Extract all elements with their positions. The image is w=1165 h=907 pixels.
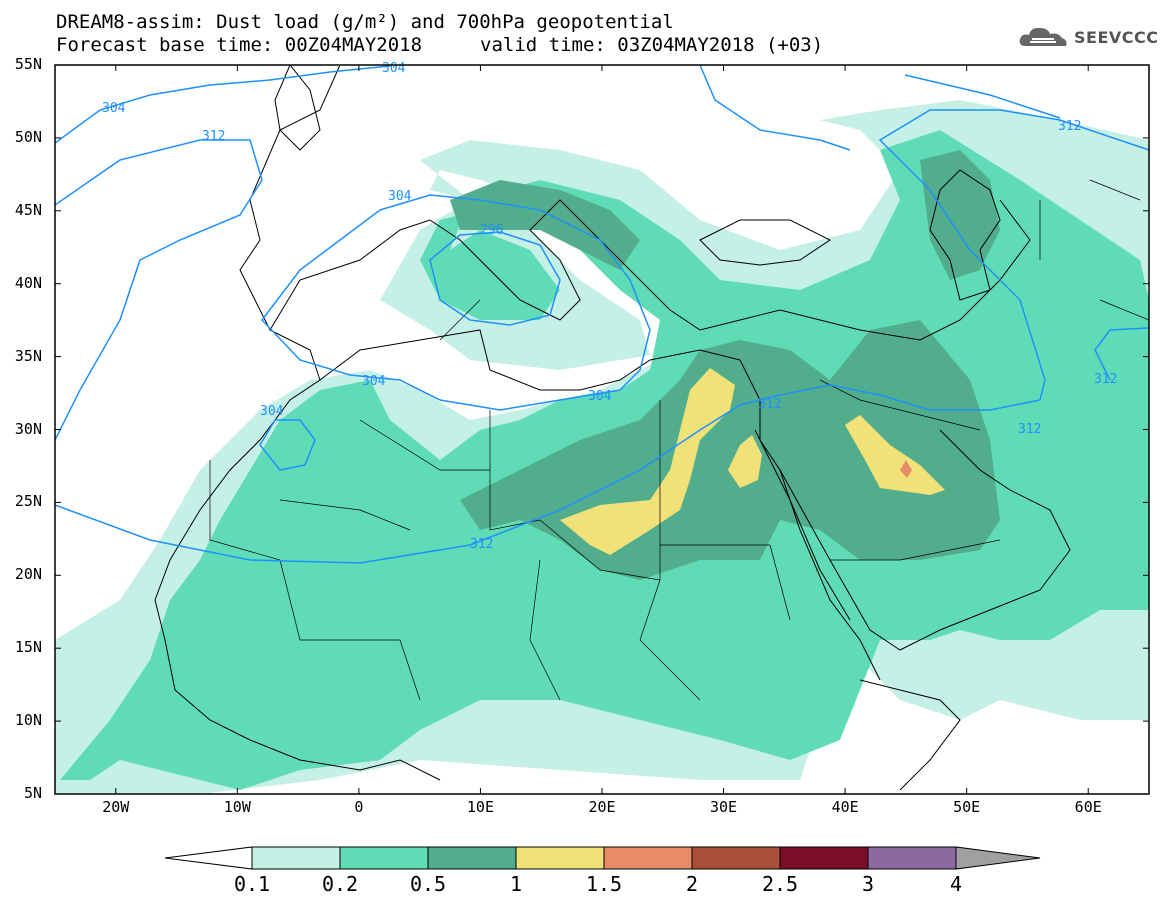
x-tick-label: 30E <box>710 798 738 816</box>
map-title: DREAM8-assim: Dust load (g/m²) and 700hP… <box>56 11 674 33</box>
colorbar-label: 0.1 <box>233 872 271 896</box>
contour-line <box>429 231 561 326</box>
contour-label: 304 <box>102 101 126 116</box>
contour-label: 312 <box>1058 119 1081 134</box>
contour-labels: 304 304 312 304 296 304 304 304 312 312 … <box>102 61 1117 552</box>
colorbar-label: 1.5 <box>585 872 623 896</box>
colorbar-swatch <box>691 846 781 870</box>
colorbar-swatch <box>603 846 693 870</box>
x-tick-label: 20W <box>102 798 130 816</box>
country-borders <box>209 179 1149 701</box>
colorbar-label: 1 <box>509 872 523 896</box>
coastline-horn-africa <box>859 679 961 791</box>
coastline-caspian <box>929 169 1001 301</box>
coastline-mediterranean-south <box>319 329 881 681</box>
y-tick-label: 15N <box>14 638 42 657</box>
colorbar-label: 0.2 <box>321 872 359 896</box>
colorbar-swatch <box>515 846 605 870</box>
colorbar-label: 0.5 <box>409 872 447 896</box>
coastline-west-africa <box>154 65 441 781</box>
contour-label: 312 <box>758 397 781 412</box>
contour-label: 304 <box>588 389 612 404</box>
colorbar-swatch <box>867 846 957 870</box>
colorbar-label: 3 <box>861 872 875 896</box>
border-lines <box>209 179 1149 701</box>
geopotential-contours <box>55 65 1149 564</box>
y-tick-label: 50N <box>14 127 42 146</box>
y-tick-label: 45N <box>14 200 42 219</box>
x-tick-label: 10E <box>466 798 494 816</box>
seevccc-logo: SEEVCCC <box>1018 24 1159 50</box>
contour-line <box>55 109 1149 564</box>
contour-label: 304 <box>382 61 406 76</box>
x-tick-label: 0 <box>354 798 364 816</box>
valid-time: valid time: 03Z04MAY2018 (+03) <box>480 34 824 56</box>
coastline-europe <box>269 199 1031 341</box>
contour-line <box>55 65 391 144</box>
contour-line <box>699 65 851 151</box>
colorbar-swatch <box>339 846 429 870</box>
colorbar-swatch <box>427 846 517 870</box>
axis-ticks <box>55 64 1149 795</box>
y-tick-label: 20N <box>14 565 42 584</box>
contour-line <box>259 419 316 471</box>
contour-label: 304 <box>388 189 412 204</box>
contour-label: 312 <box>202 129 225 144</box>
y-tick-label: 55N <box>14 55 42 73</box>
coastlines <box>154 65 1071 791</box>
contour-line <box>261 194 651 411</box>
y-tick-label: 10N <box>14 711 42 730</box>
dust-level-0.5 <box>920 150 1000 280</box>
dust-level-1 <box>728 435 762 488</box>
contour-label: 296 <box>480 223 503 238</box>
x-tick-label: 10W <box>223 798 251 816</box>
colorbar-label: 4 <box>949 872 963 896</box>
contour-label: 312 <box>470 537 493 552</box>
dust-level-1 <box>845 415 945 495</box>
contour-line <box>1094 327 1149 381</box>
colorbar-low-arrow <box>164 846 253 870</box>
y-tick-label: 30N <box>14 419 42 438</box>
x-tick-label: 40E <box>831 798 859 816</box>
colorbar-swatch <box>251 846 341 870</box>
contour-label: 312 <box>1094 372 1117 387</box>
coastline-uk <box>274 65 321 151</box>
x-tick-label: 50E <box>953 798 981 816</box>
dust-field <box>55 65 1149 794</box>
y-tick-label: 5N <box>23 784 42 802</box>
logo-text: SEEVCCC <box>1074 27 1159 47</box>
colorbar-label: 2.5 <box>761 872 799 896</box>
coastline-black-sea <box>699 219 831 266</box>
coastline-red-sea <box>754 429 851 621</box>
colorbar <box>164 846 1041 870</box>
y-tick-label: 25N <box>14 492 42 511</box>
y-tick-label: 40N <box>14 273 42 292</box>
dust-level-1 <box>560 368 735 555</box>
contour-line <box>55 139 263 441</box>
colorbar-high-arrow <box>955 846 1041 870</box>
contour-label: 312 <box>1018 422 1041 437</box>
colorbar-label: 2 <box>685 872 699 896</box>
colorbar-swatch <box>779 846 869 870</box>
coastline-arabia <box>779 429 1071 651</box>
x-tick-label: 60E <box>1074 798 1102 816</box>
cloud-logo-icon <box>1019 27 1067 46</box>
contour-line <box>904 74 1061 119</box>
contour-label: 304 <box>362 374 386 389</box>
y-tick-label: 35N <box>14 346 42 365</box>
forecast-base-time: Forecast base time: 00Z04MAY2018 <box>56 34 423 56</box>
x-tick-label: 20E <box>588 798 616 816</box>
contour-label: 304 <box>260 404 284 419</box>
dust-level-1.5 <box>900 460 912 478</box>
